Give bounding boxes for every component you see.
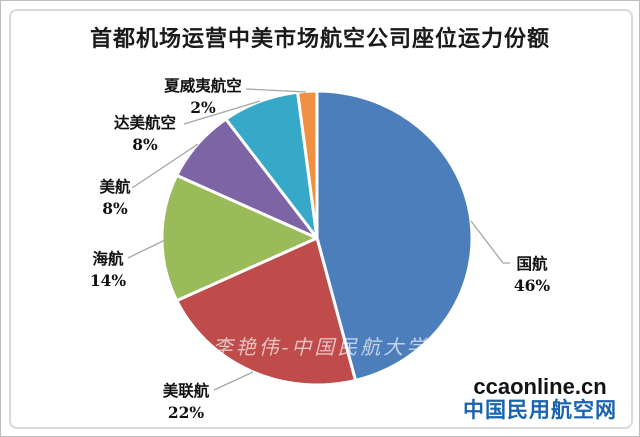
pie-slice-united	[175, 236, 357, 387]
site-logo-name: 中国民用航空网	[463, 399, 617, 423]
slice-label-delta: 达美航空 8%	[85, 112, 205, 156]
leader-line-delta	[183, 100, 261, 125]
slice-label-percent: 22%	[167, 403, 205, 422]
slice-label-hainan: 海航 14%	[48, 248, 168, 292]
slice-label-name: 海航	[92, 249, 124, 268]
slice-label-percent: 8%	[102, 199, 128, 218]
slice-label-name: 夏威夷航空	[164, 76, 242, 95]
chart-title: 首都机场运营中美市场航空公司座位运力份额	[89, 26, 550, 51]
slice-label-percent: 46%	[513, 276, 551, 295]
slice-label-name: 美航	[99, 177, 131, 196]
site-logo-url: ccaonline.cn	[473, 374, 607, 399]
site-logo: ccaonline.cn 中国民用航空网	[449, 374, 631, 423]
slice-label-name: 国航	[516, 254, 548, 273]
leader-line-united	[213, 371, 254, 391]
leader-line-american	[131, 143, 199, 189]
leader-line-hainan	[127, 239, 166, 259]
slice-label-percent: 2%	[190, 98, 216, 117]
pie-slice-hainan	[160, 173, 319, 303]
leader-line-hawaiian	[245, 88, 307, 93]
slice-label-american: 美航 8%	[55, 176, 175, 220]
slice-label-name: 美联航	[162, 381, 210, 400]
leader-line-airchina	[470, 220, 510, 264]
slice-label-name: 达美航空	[113, 113, 176, 132]
slice-label-percent: 8%	[132, 135, 158, 154]
slice-label-percent: 14%	[89, 271, 127, 290]
slice-label-united: 美联航 22%	[126, 380, 246, 424]
pie-slice-airchina	[315, 89, 474, 382]
slice-label-airchina: 国航 46%	[472, 253, 592, 297]
slice-label-hawaiian: 夏威夷航空 2%	[143, 75, 263, 119]
